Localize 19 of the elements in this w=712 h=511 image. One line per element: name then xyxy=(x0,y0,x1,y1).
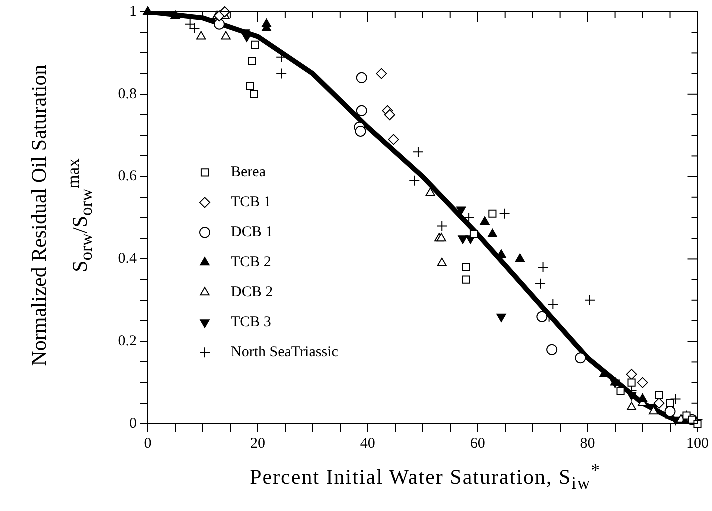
y-tick-label: 0.2 xyxy=(118,334,137,350)
legend-label: North SeaTriassic xyxy=(231,344,339,361)
x-tick-label: 100 xyxy=(686,436,709,452)
y-tick-label: 0.8 xyxy=(118,86,137,102)
x-tick-label: 80 xyxy=(580,436,596,452)
y-tick-label: 1 xyxy=(130,4,137,20)
y-tick-label: 0 xyxy=(130,416,137,432)
x-tick-label: 40 xyxy=(360,436,376,452)
x-tick-label: 60 xyxy=(470,436,486,452)
legend-label: DCB 1 xyxy=(231,224,274,241)
x-tick-label: 0 xyxy=(144,436,152,452)
x-tick-label: 20 xyxy=(250,436,266,452)
y-tick-label: 0.4 xyxy=(118,251,138,268)
legend-label: TCB 3 xyxy=(231,314,272,331)
y-tick-label: 0.6 xyxy=(118,168,138,185)
legend-label: DCB 2 xyxy=(231,284,274,301)
legend-label: TCB 2 xyxy=(231,254,272,271)
legend-label: TCB 1 xyxy=(231,194,272,211)
legend-label: Berea xyxy=(231,164,266,181)
